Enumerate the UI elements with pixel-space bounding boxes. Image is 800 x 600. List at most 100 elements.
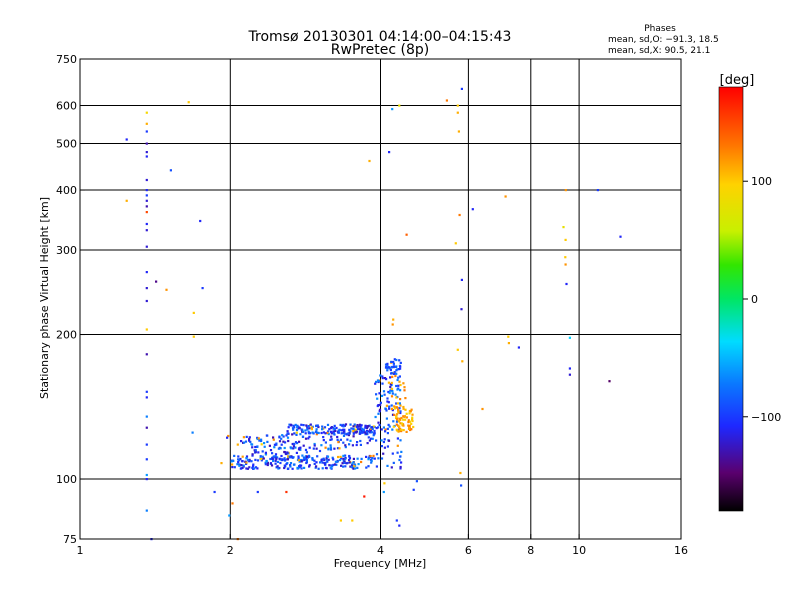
data-point: [405, 233, 408, 236]
data-point: [292, 447, 295, 450]
data-point: [367, 456, 370, 459]
data-point: [307, 425, 310, 428]
data-point: [286, 432, 289, 435]
data-point: [395, 418, 399, 421]
data-point: [322, 431, 325, 434]
data-point: [289, 464, 292, 467]
data-point: [399, 427, 402, 431]
data-point: [249, 440, 252, 443]
data-point: [378, 408, 382, 411]
data-point: [407, 424, 410, 427]
data-point: [348, 457, 351, 460]
data-point: [286, 467, 289, 470]
data-point: [145, 328, 148, 331]
data-point: [145, 271, 148, 274]
data-point: [350, 465, 353, 468]
data-point: [304, 432, 307, 435]
data-point: [349, 423, 352, 426]
data-point: [344, 465, 347, 468]
data-point: [271, 457, 274, 460]
data-point: [319, 461, 322, 464]
data-point: [354, 467, 357, 470]
data-point: [272, 459, 275, 462]
data-point: [395, 372, 398, 375]
data-point: [398, 380, 401, 383]
data-point: [349, 439, 352, 442]
data-point: [145, 111, 148, 114]
data-point: [394, 374, 397, 378]
data-point: [384, 407, 387, 411]
data-point: [355, 425, 358, 428]
data-point: [340, 432, 343, 435]
data-point: [380, 428, 383, 431]
data-point: [398, 407, 401, 410]
data-point: [342, 454, 345, 457]
data-point: [395, 396, 398, 399]
data-point: [385, 365, 388, 368]
data-point: [327, 430, 330, 433]
data-point: [390, 381, 393, 384]
data-point: [351, 462, 354, 465]
data-point: [337, 429, 340, 432]
data-point: [348, 443, 351, 446]
data-point: [327, 433, 330, 436]
data-point: [367, 458, 370, 461]
data-point: [301, 454, 304, 457]
data-point: [321, 467, 324, 470]
data-point: [310, 428, 313, 431]
data-point: [377, 412, 380, 415]
data-point: [248, 439, 251, 442]
data-point: [351, 444, 354, 447]
data-point: [387, 423, 390, 426]
data-point: [349, 465, 352, 468]
data-point: [274, 459, 277, 462]
chart-subtitle: RwPretec (8p): [331, 42, 429, 58]
data-point: [398, 402, 401, 405]
data-point: [260, 459, 263, 462]
data-point: [386, 432, 389, 435]
data-point: [305, 458, 308, 461]
data-point: [372, 454, 375, 457]
data-point: [268, 444, 271, 447]
data-point: [392, 360, 395, 364]
data-point: [397, 368, 400, 371]
data-point: [145, 415, 148, 418]
data-point: [377, 426, 380, 429]
data-point: [271, 452, 274, 455]
data-point: [145, 473, 148, 477]
data-point: [391, 323, 394, 326]
data-point: [228, 514, 231, 517]
data-point: [299, 448, 302, 451]
data-point: [274, 462, 277, 465]
data-point: [343, 461, 346, 464]
data-point: [248, 436, 251, 439]
data-point: [317, 467, 320, 470]
data-point: [399, 410, 402, 413]
colorbar-tick-label: −100: [751, 411, 781, 424]
data-point: [392, 420, 395, 423]
data-point: [236, 443, 239, 446]
data-point: [334, 460, 337, 463]
data-point: [323, 462, 326, 465]
data-point: [411, 419, 414, 423]
data-point: [396, 437, 399, 440]
data-point: [240, 464, 243, 467]
data-point: [342, 425, 345, 428]
data-point: [568, 373, 571, 376]
data-point: [564, 256, 567, 259]
data-point: [565, 282, 568, 286]
data-point: [239, 467, 242, 470]
data-point: [227, 434, 230, 438]
data-point: [564, 238, 567, 241]
data-point: [358, 430, 361, 433]
data-point: [389, 383, 392, 386]
data-point: [340, 424, 344, 427]
data-point: [145, 353, 148, 356]
data-point: [379, 403, 382, 407]
data-point: [395, 358, 398, 362]
data-point: [293, 432, 296, 435]
data-point: [386, 362, 389, 365]
data-point: [332, 463, 335, 466]
data-point: [338, 447, 341, 450]
data-point: [383, 446, 386, 449]
